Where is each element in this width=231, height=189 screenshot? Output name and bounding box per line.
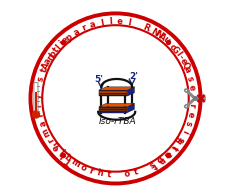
Text: a: a: [164, 149, 174, 159]
Text: e: e: [60, 35, 70, 46]
Text: u: u: [161, 35, 171, 46]
Bar: [35, 92, 37, 113]
Text: o: o: [124, 169, 131, 179]
Text: m: m: [69, 157, 81, 170]
Text: t: t: [107, 170, 112, 180]
Text: a: a: [72, 27, 81, 38]
Polygon shape: [99, 103, 134, 107]
Text: s: s: [149, 160, 157, 171]
Text: 5': 5': [94, 75, 103, 84]
Text: n: n: [162, 149, 173, 160]
Text: e: e: [117, 17, 123, 26]
Text: t: t: [150, 160, 158, 170]
Text: t: t: [170, 143, 180, 152]
Text: e: e: [51, 142, 61, 152]
Text: i: i: [58, 39, 66, 48]
Text: s: s: [183, 120, 193, 127]
Polygon shape: [99, 107, 127, 108]
Polygon shape: [127, 87, 134, 96]
Text: m: m: [40, 126, 52, 138]
Text: A: A: [41, 61, 52, 70]
Text: o: o: [78, 163, 87, 173]
Text: e: e: [187, 84, 196, 91]
FancyBboxPatch shape: [34, 83, 38, 114]
Text: d: d: [155, 155, 166, 166]
Text: N: N: [153, 29, 164, 41]
Text: r: r: [187, 103, 197, 108]
Text: N: N: [149, 27, 160, 38]
Text: n: n: [45, 53, 56, 62]
Text: s: s: [185, 75, 195, 82]
Polygon shape: [99, 87, 134, 90]
Text: n: n: [49, 140, 60, 150]
Text: b: b: [62, 153, 73, 164]
Polygon shape: [99, 108, 127, 109]
Text: b: b: [48, 49, 58, 59]
Text: n: n: [157, 154, 167, 165]
Text: Q: Q: [179, 60, 190, 71]
Polygon shape: [99, 91, 127, 93]
Text: a: a: [89, 20, 97, 30]
Text: l: l: [100, 18, 104, 28]
Text: -: -: [176, 54, 185, 61]
Text: t: t: [133, 167, 139, 177]
Polygon shape: [99, 90, 127, 91]
Circle shape: [32, 111, 40, 118]
Text: c: c: [167, 42, 177, 52]
Text: l: l: [109, 17, 113, 26]
Text: i: i: [56, 148, 65, 156]
Text: t: t: [51, 46, 61, 55]
Text: i: i: [170, 144, 178, 152]
Text: t: t: [39, 66, 49, 74]
Polygon shape: [99, 112, 127, 113]
Text: l: l: [54, 43, 63, 51]
Polygon shape: [99, 93, 127, 94]
Text: Iso-rTBA: Iso-rTBA: [99, 117, 137, 126]
Text: l: l: [34, 104, 44, 108]
Text: l: l: [173, 50, 183, 58]
Text: p: p: [64, 32, 74, 43]
Text: T: T: [64, 154, 74, 165]
Text: s: s: [175, 135, 185, 144]
Polygon shape: [99, 109, 127, 110]
Text: l: l: [127, 18, 131, 28]
Text: l: l: [36, 112, 45, 117]
Text: i: i: [180, 129, 189, 135]
Text: a: a: [43, 57, 53, 66]
Text: e: e: [178, 57, 188, 66]
Text: a: a: [182, 66, 192, 74]
Text: h: h: [57, 149, 68, 159]
Text: y: y: [34, 94, 43, 99]
Polygon shape: [99, 94, 127, 95]
Text: r: r: [46, 136, 56, 144]
Polygon shape: [99, 95, 127, 96]
Text: s: s: [36, 75, 46, 82]
Text: r: r: [88, 166, 95, 176]
Text: r: r: [81, 23, 88, 33]
Text: 2': 2': [129, 72, 138, 81]
Text: R: R: [142, 23, 151, 34]
Text: e: e: [185, 111, 196, 119]
Text: B: B: [174, 136, 185, 146]
Polygon shape: [127, 103, 134, 113]
Polygon shape: [99, 110, 127, 112]
Text: G: G: [170, 45, 181, 56]
Text: A: A: [157, 32, 167, 43]
Text: h: h: [96, 169, 104, 179]
Text: a: a: [38, 119, 48, 128]
